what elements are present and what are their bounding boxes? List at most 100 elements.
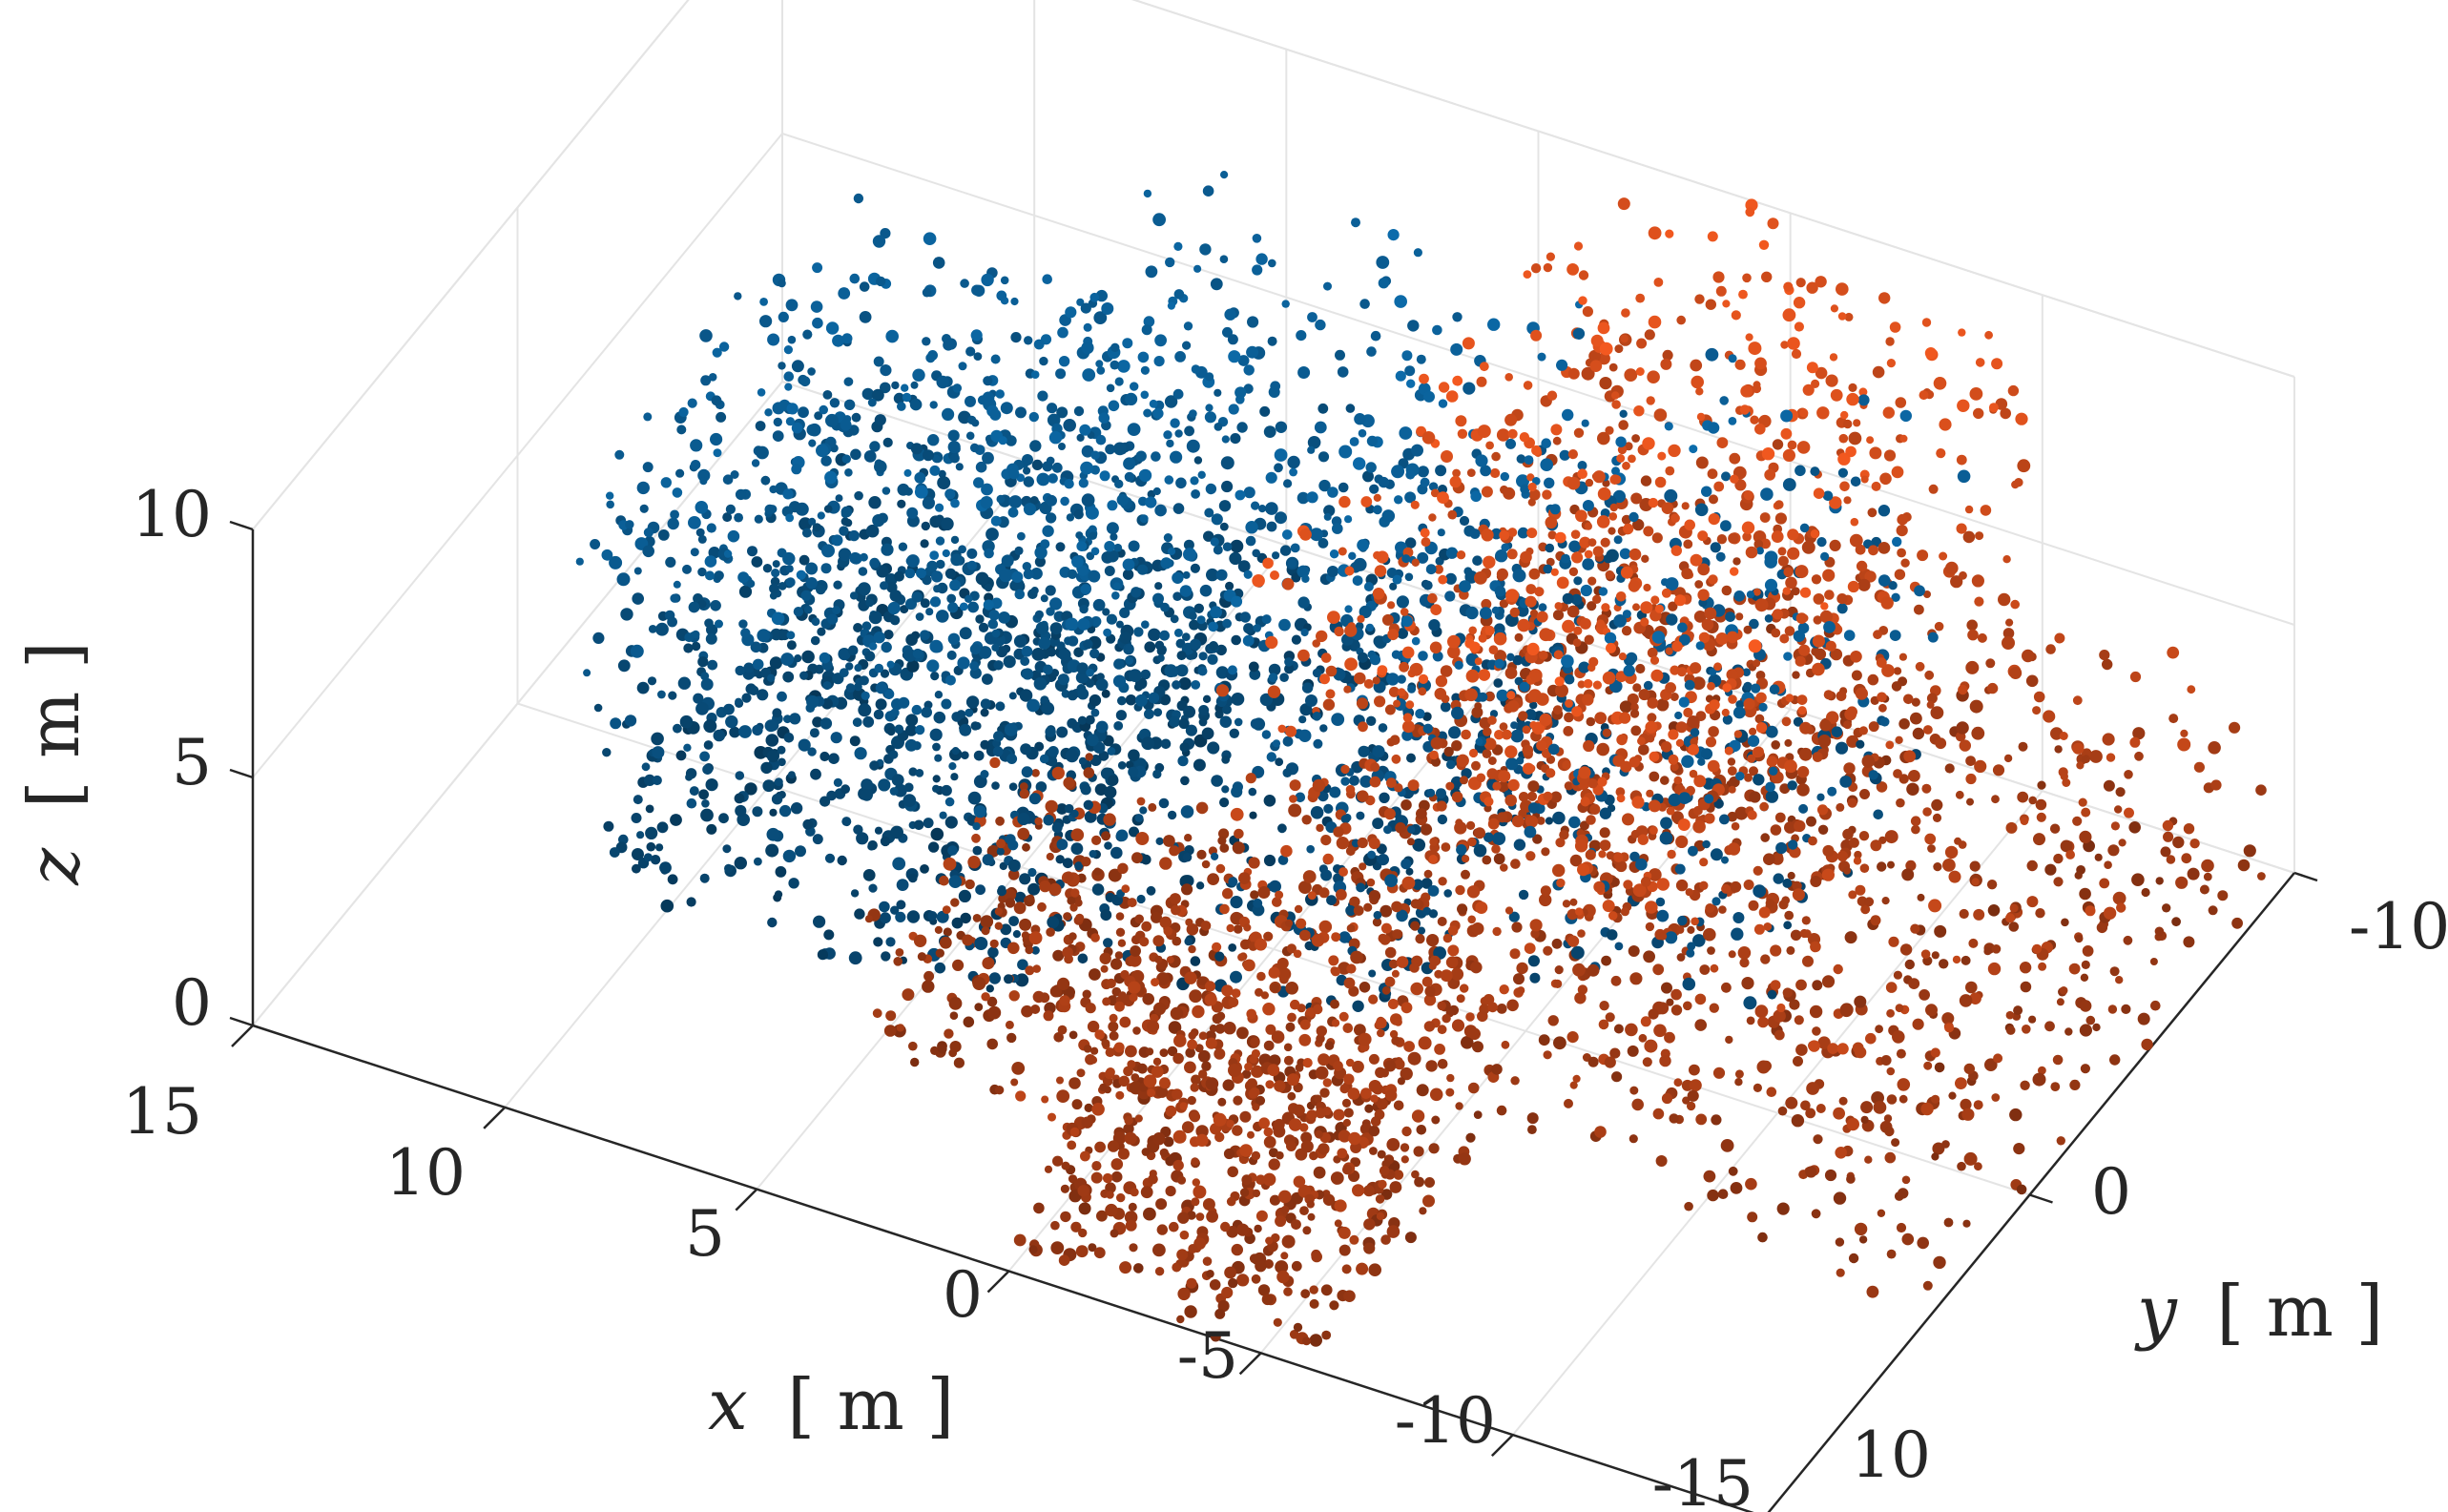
orange-point [1085, 753, 1093, 761]
orange-point [1611, 1071, 1623, 1083]
blue-point [1169, 715, 1180, 728]
orange-point [1718, 905, 1727, 914]
blue-point [958, 362, 967, 371]
blue-point [1239, 611, 1252, 623]
blue-point [1033, 339, 1045, 350]
orange-point [1854, 1046, 1867, 1059]
orange-point [1629, 548, 1642, 561]
orange-point [2199, 884, 2209, 895]
blue-point [1230, 896, 1243, 909]
blue-point [1178, 717, 1190, 730]
blue-point [1871, 536, 1882, 548]
blue-point [1190, 956, 1201, 966]
orange-point [1805, 1108, 1816, 1119]
orange-point [943, 927, 952, 937]
blue-point [999, 569, 1013, 583]
blue-point [1469, 528, 1481, 539]
blue-point [1019, 873, 1031, 885]
blue-point [670, 593, 679, 603]
orange-point [1756, 1060, 1771, 1074]
orange-point [1988, 403, 1999, 413]
blue-point [801, 528, 812, 538]
orange-point [1802, 955, 1814, 967]
orange-point [1992, 764, 2005, 777]
orange-point [1791, 1114, 1805, 1128]
blue-point [892, 857, 906, 871]
blue-point [1095, 720, 1109, 734]
orange-point [1630, 492, 1643, 505]
blue-point [1231, 634, 1241, 646]
orange-point [1350, 950, 1363, 964]
blue-point [1378, 278, 1390, 289]
blue-point [1665, 931, 1678, 944]
blue-point [1406, 379, 1416, 388]
orange-point [1975, 358, 1985, 367]
blue-point [1715, 551, 1726, 562]
blue-point [722, 512, 733, 523]
blue-point [944, 797, 955, 807]
blue-point [1090, 616, 1102, 627]
blue-point [983, 376, 993, 386]
blue-point [1208, 621, 1218, 632]
orange-point [1739, 404, 1751, 415]
blue-point [1783, 652, 1793, 661]
orange-point [2028, 796, 2037, 805]
orange-point [1195, 801, 1209, 815]
blue-point [1193, 603, 1205, 613]
blue-point [1140, 365, 1150, 375]
orange-point [1813, 487, 1825, 499]
orange-point [2082, 945, 2094, 957]
orange-point [1330, 999, 1339, 1009]
blue-point [778, 804, 792, 818]
blue-point [1106, 522, 1119, 535]
blue-point [1373, 505, 1382, 515]
orange-point [1747, 810, 1757, 820]
orange-point [1697, 589, 1710, 601]
orange-point [1159, 1048, 1169, 1058]
orange-point [1652, 963, 1665, 976]
orange-point [1322, 853, 1334, 865]
blue-point [1356, 882, 1366, 893]
orange-point [1616, 454, 1626, 463]
blue-point [810, 635, 820, 646]
blue-point [583, 669, 591, 677]
blue-point [1004, 723, 1018, 736]
orange-point [1434, 688, 1447, 700]
blue-point [1399, 426, 1413, 440]
blue-point [808, 439, 817, 447]
orange-point [923, 970, 935, 982]
orange-point [1628, 945, 1640, 957]
orange-point [989, 939, 999, 948]
orange-point [1483, 555, 1496, 569]
orange-point [949, 1011, 959, 1020]
orange-point [1234, 828, 1244, 839]
blue-point [1287, 559, 1297, 569]
blue-point [812, 317, 823, 329]
blue-point [1527, 955, 1540, 967]
orange-point [1894, 569, 1906, 580]
orange-point [1295, 1064, 1304, 1072]
orange-point [1327, 611, 1340, 624]
blue-point [1582, 500, 1594, 511]
blue-point [1038, 636, 1051, 650]
blue-point [1857, 394, 1870, 406]
orange-point [2013, 1005, 2023, 1016]
blue-point [854, 664, 862, 673]
blue-point [864, 651, 876, 662]
orange-point [1747, 754, 1756, 763]
blue-point [854, 490, 863, 501]
orange-point [1101, 831, 1111, 841]
orange-point [2210, 779, 2222, 791]
blue-point [1110, 342, 1120, 352]
blue-point [1559, 449, 1570, 461]
blue-point [656, 821, 669, 834]
orange-point [1526, 642, 1540, 656]
blue-point [1340, 815, 1351, 824]
blue-point [965, 346, 976, 357]
orange-point [1941, 1012, 1955, 1025]
orange-point [943, 857, 957, 871]
orange-point [2056, 998, 2064, 1006]
orange-point [1754, 424, 1766, 435]
blue-point [906, 507, 919, 519]
blue-point [1422, 723, 1434, 734]
